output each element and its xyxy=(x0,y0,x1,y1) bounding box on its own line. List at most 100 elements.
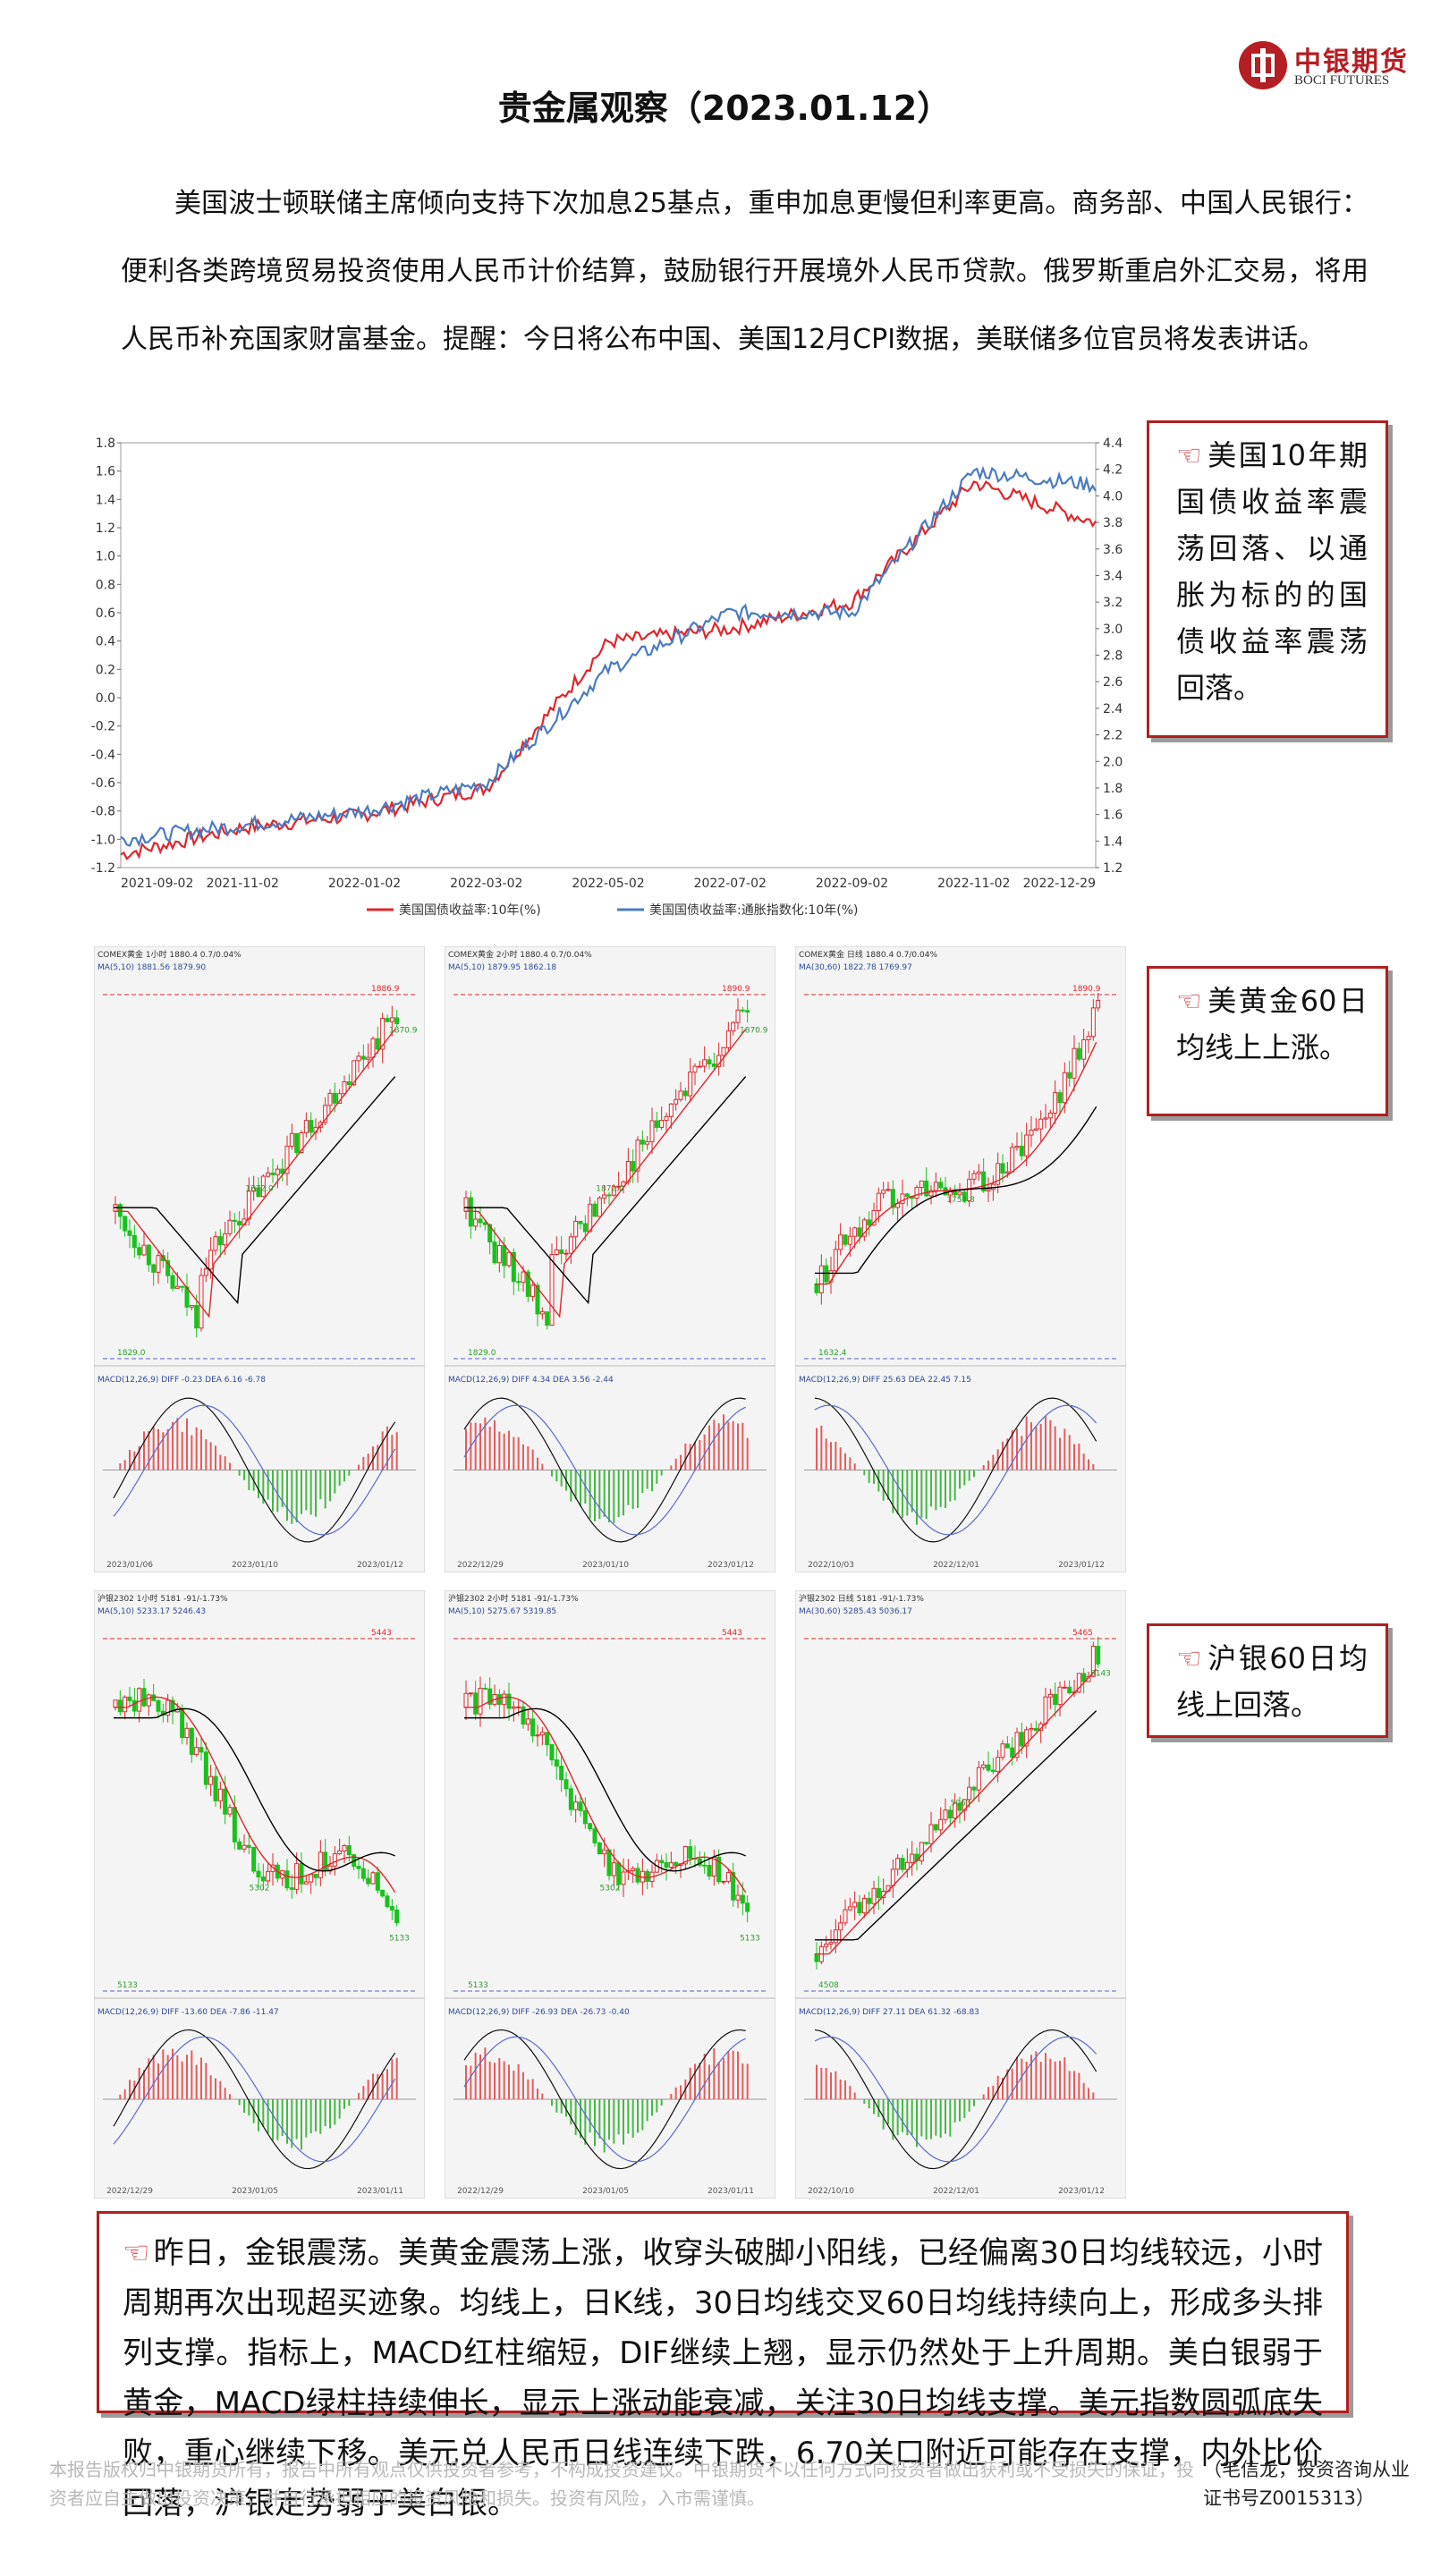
candle xyxy=(938,1818,944,1831)
macd-bar xyxy=(830,2072,832,2099)
macd-bar xyxy=(479,1423,481,1470)
date-label: 2022/12/29 xyxy=(106,2187,153,2196)
candle xyxy=(237,1841,242,1850)
macd-bar xyxy=(694,1442,696,1470)
macd-bar xyxy=(1088,2088,1089,2099)
macd-bar xyxy=(272,1470,274,1512)
macd-bar xyxy=(1016,2056,1018,2099)
candle xyxy=(203,1268,208,1276)
macd-bar xyxy=(186,1418,188,1470)
candle xyxy=(697,1065,702,1068)
candle xyxy=(251,1187,257,1192)
y-left-tick-label: -1.2 xyxy=(91,861,115,876)
macd-bar xyxy=(162,1432,165,1470)
macd-bar xyxy=(723,1414,724,1470)
macd-bar xyxy=(992,2085,995,2099)
macd-bar xyxy=(953,2099,956,2123)
candle xyxy=(933,1824,938,1831)
candle xyxy=(725,1872,731,1882)
macd-bar xyxy=(987,2087,989,2099)
y-right-tick-label: 3.8 xyxy=(1103,516,1123,530)
low-label: 5133 xyxy=(468,1981,488,1990)
candle xyxy=(1043,1696,1048,1724)
macd-bar xyxy=(835,1441,837,1470)
candle xyxy=(482,1687,487,1690)
macd-bar xyxy=(820,1425,823,1470)
macd-bar xyxy=(191,1435,193,1470)
macd-bar xyxy=(594,1470,596,1521)
panel-header: COMEX黄金 1小时 1880.4 0.7/0.04% xyxy=(97,949,242,960)
macd-bar xyxy=(617,2099,620,2135)
macd-bar xyxy=(494,1420,496,1470)
macd-bar xyxy=(959,1470,961,1489)
candle xyxy=(539,1311,545,1315)
candle xyxy=(1081,1038,1087,1060)
candle xyxy=(380,1889,386,1897)
candle xyxy=(725,1030,731,1048)
silver-panel-1: 沪银2302 2小时 5181 -91/-1.73% MA(5,10) 5275.… xyxy=(445,1590,775,2199)
candle xyxy=(688,1072,693,1097)
macd-bar xyxy=(925,2099,928,2140)
candle xyxy=(702,1864,708,1867)
candle xyxy=(640,1140,645,1145)
candle xyxy=(861,1219,867,1237)
macd-bar xyxy=(737,1423,739,1470)
candle xyxy=(385,1895,390,1908)
macd-bar xyxy=(252,2099,255,2123)
macd-bar xyxy=(651,2099,653,2116)
macd-bar xyxy=(717,1423,720,1470)
candle xyxy=(588,1203,593,1233)
macd-bar xyxy=(1016,1428,1018,1470)
macd-bar xyxy=(598,2099,601,2139)
candle xyxy=(843,1909,848,1924)
ma-line-slow xyxy=(114,1707,395,1872)
candle xyxy=(270,1172,275,1175)
panel-ma-label: MA(5,10) 5275.67 5319.85 xyxy=(448,1607,556,1616)
x-tick-label: 2022-03-02 xyxy=(450,877,522,891)
candle xyxy=(156,1699,161,1712)
candle xyxy=(352,1060,357,1086)
candle xyxy=(389,1906,394,1911)
macd-bar xyxy=(215,1445,216,1470)
candle xyxy=(674,1098,679,1105)
macd-bar xyxy=(286,1470,288,1521)
candle xyxy=(1047,1693,1053,1698)
macd-bar xyxy=(835,2071,837,2099)
high-label: 1890.9 xyxy=(1072,985,1101,994)
macd-bar xyxy=(138,1445,140,1470)
candle xyxy=(559,1249,564,1255)
candle xyxy=(223,1233,228,1246)
candle xyxy=(582,1809,588,1825)
panel-header: 沪银2302 1小时 5181 -91/-1.73% xyxy=(97,1593,228,1604)
candle xyxy=(299,1131,304,1154)
macd-bar xyxy=(887,2099,889,2124)
intro-paragraph: 美国波士顿联储主席倾向支持下次加息25基点，重申加息更慢但利率更高。商务部、中国… xyxy=(121,188,1368,355)
macd-bar xyxy=(584,2099,587,2145)
macd-bar xyxy=(123,1460,126,1470)
macd-bar xyxy=(1063,1428,1066,1470)
candle xyxy=(146,1694,151,1707)
legend-label: 美国国债收益率:通胀指数化:10年(%) xyxy=(649,902,858,918)
candle xyxy=(545,1311,550,1326)
candle xyxy=(967,1178,972,1201)
macd-bar xyxy=(166,2055,169,2099)
candle xyxy=(332,1853,337,1867)
macd-bar xyxy=(531,1449,534,1470)
candle xyxy=(986,1189,991,1191)
candle xyxy=(668,1861,674,1868)
macd-bar xyxy=(309,1470,312,1515)
macd-bar xyxy=(973,2099,975,2106)
macd-bar xyxy=(367,1453,369,1470)
macd-bar xyxy=(603,2099,606,2153)
candle xyxy=(1067,1072,1072,1079)
candle xyxy=(535,1284,540,1315)
macd-bar xyxy=(537,1457,538,1470)
candle xyxy=(735,1009,741,1023)
candle xyxy=(506,1693,512,1709)
candle xyxy=(309,1873,314,1883)
macd-bar xyxy=(488,1427,491,1470)
macd-bar xyxy=(143,2070,145,2099)
macd-bar xyxy=(1011,2068,1013,2099)
macd-bar xyxy=(508,2064,510,2099)
candle xyxy=(611,1186,616,1196)
